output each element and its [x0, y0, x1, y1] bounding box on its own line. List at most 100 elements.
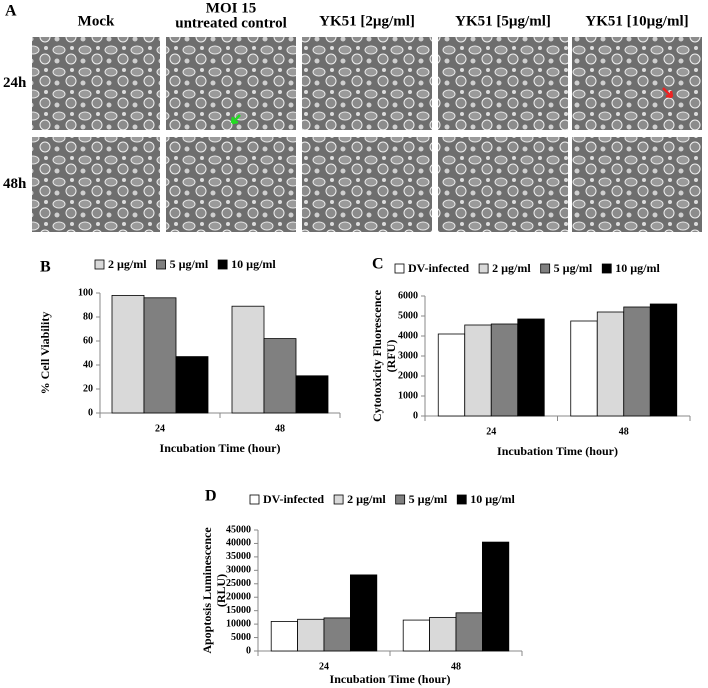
y-axis-title: (RLU): [214, 574, 228, 607]
legend-swatch: [456, 494, 467, 505]
legend-label: 10 µg/ml: [231, 257, 276, 271]
legend-swatch: [94, 259, 105, 270]
legend-label: 2 µg/ml: [492, 261, 531, 275]
arrow: [230, 114, 241, 125]
legend-swatch: [394, 263, 405, 274]
y-tick-label: 4000: [398, 330, 418, 341]
y-axis-title: Cytotoxicity Fluorescence: [370, 289, 384, 422]
micrograph: [572, 37, 702, 130]
y-tick-label: 1000: [398, 390, 418, 401]
y-axis-title: Apoptosis Luminescence: [200, 527, 214, 654]
micrograph: [302, 137, 432, 232]
x-tick-label: 48: [619, 426, 629, 437]
y-tick-label: 40: [83, 359, 93, 370]
micrograph: [438, 137, 568, 232]
y-axis-title: (RFU): [384, 340, 398, 373]
bar: [143, 297, 177, 414]
bar: [231, 305, 265, 414]
x-tick-label: 48: [275, 423, 285, 434]
legend-label: 10 µg/ml: [615, 261, 660, 275]
bar: [464, 324, 492, 417]
micrograph: [302, 37, 432, 130]
bar: [437, 333, 466, 417]
y-tick-label: 60: [83, 335, 93, 346]
arrow: [662, 87, 674, 99]
panel-label: B: [40, 259, 51, 276]
micrograph: [32, 37, 160, 130]
y-tick-label: 45000: [226, 524, 251, 535]
y-tick-label: 0: [413, 410, 418, 421]
y-tick-label: 25000: [226, 578, 251, 589]
y-tick-label: 6000: [398, 290, 418, 301]
legend-label: DV-infected: [408, 261, 469, 275]
bar: [323, 617, 351, 652]
column-header: YK51 [2µg/ml]: [319, 13, 415, 29]
column-header: Mock: [78, 13, 115, 29]
micrograph: [166, 37, 296, 130]
y-tick-label: 30000: [226, 565, 251, 576]
legend-label: 2 µg/ml: [347, 492, 386, 506]
y-tick-label: 35000: [226, 551, 251, 562]
bar: [455, 612, 483, 652]
bar: [623, 306, 651, 417]
y-axis-title: % Cell Viability: [38, 312, 52, 395]
y-tick-label: 100: [78, 287, 93, 298]
column-header: untreated control: [175, 15, 287, 31]
y-tick-label: 0: [246, 645, 251, 656]
legend-swatch: [395, 494, 406, 505]
column-header: YK51 [5µg/ml]: [455, 13, 551, 29]
legend-swatch: [333, 494, 344, 505]
x-tick-label: 24: [319, 661, 329, 672]
x-axis-title: Incubation Time (hour): [160, 441, 281, 455]
bar: [402, 619, 431, 652]
legend-label: 5 µg/ml: [170, 257, 209, 271]
micrograph: [32, 137, 160, 232]
bar: [111, 294, 145, 414]
panel-label: A: [5, 3, 17, 20]
y-tick-label: 40000: [226, 538, 251, 549]
legend-swatch: [249, 494, 260, 505]
bar: [349, 574, 378, 652]
x-tick-label: 24: [155, 423, 165, 434]
legend-label: 5 µg/ml: [554, 261, 593, 275]
row-label: 24h: [3, 75, 27, 91]
bar: [295, 375, 329, 414]
x-axis-title: Incubation Time (hour): [330, 672, 451, 686]
legend-label: DV-infected: [263, 492, 324, 506]
column-header: MOI 15: [206, 0, 256, 16]
row-label: 48h: [3, 176, 27, 192]
bar: [596, 311, 625, 417]
bar: [649, 303, 678, 417]
legend-label: 5 µg/ml: [409, 492, 448, 506]
legend-swatch: [478, 263, 489, 274]
bar: [570, 320, 598, 417]
y-tick-label: 5000: [398, 310, 418, 321]
micrograph: [166, 137, 296, 232]
y-tick-label: 5000: [231, 632, 251, 643]
panel-label: D: [205, 488, 217, 505]
legend-swatch: [540, 263, 551, 274]
legend-swatch: [156, 259, 166, 270]
legend-swatch: [601, 263, 612, 274]
y-tick-label: 20000: [226, 592, 251, 603]
micrograph: [572, 137, 702, 232]
bar: [263, 338, 297, 414]
y-tick-label: 80: [83, 311, 93, 322]
bar: [517, 318, 545, 417]
panel-label: C: [372, 256, 384, 273]
x-axis-title: Incubation Time (hour): [497, 444, 618, 458]
legend-swatch: [217, 259, 228, 270]
y-tick-label: 10000: [226, 618, 251, 629]
y-tick-label: 0: [88, 407, 93, 418]
x-tick-label: 48: [451, 661, 461, 672]
bar: [429, 616, 457, 652]
bar: [297, 618, 325, 652]
bar: [481, 541, 510, 652]
y-tick-label: 2000: [398, 370, 418, 381]
legend-label: 2 µg/ml: [108, 257, 147, 271]
column-header: YK51 [10µg/ml]: [585, 13, 688, 29]
y-tick-label: 3000: [398, 350, 418, 361]
legend-label: 10 µg/ml: [470, 492, 515, 506]
bar: [270, 621, 299, 652]
